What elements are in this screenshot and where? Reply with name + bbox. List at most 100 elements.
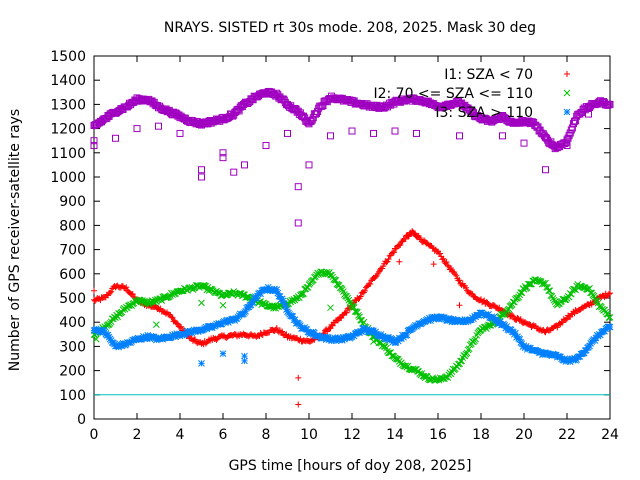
data-point bbox=[503, 323, 511, 330]
data-point bbox=[501, 321, 509, 329]
data-point bbox=[143, 335, 151, 343]
data-point bbox=[601, 327, 608, 335]
data-point bbox=[548, 292, 556, 300]
outlier-point bbox=[198, 359, 205, 367]
data-point bbox=[331, 334, 339, 342]
data-point bbox=[274, 289, 282, 297]
data-point bbox=[520, 342, 528, 349]
data-point bbox=[496, 318, 504, 326]
x-tick-label: 4 bbox=[176, 427, 185, 443]
y-tick-label: 300 bbox=[59, 339, 86, 355]
outlier-point bbox=[219, 350, 227, 358]
data-point bbox=[385, 334, 392, 341]
data-point bbox=[562, 316, 569, 323]
data-point bbox=[606, 314, 614, 321]
data-point bbox=[283, 306, 290, 313]
data-point bbox=[144, 331, 152, 339]
series-layer bbox=[90, 87, 614, 408]
data-point bbox=[509, 328, 517, 336]
x-tick-label: 22 bbox=[558, 427, 576, 443]
data-point bbox=[357, 293, 364, 300]
outlier-point bbox=[133, 125, 141, 133]
outlier-point bbox=[90, 137, 98, 145]
outlier-point bbox=[327, 304, 334, 312]
data-point bbox=[372, 328, 380, 336]
data-point bbox=[570, 356, 577, 364]
outlier-point bbox=[284, 129, 291, 137]
data-point bbox=[313, 110, 321, 118]
data-point bbox=[509, 312, 516, 319]
outlier-point bbox=[456, 132, 463, 140]
data-point bbox=[254, 292, 261, 300]
data-point bbox=[444, 262, 451, 269]
data-point bbox=[469, 338, 476, 345]
data-point bbox=[159, 335, 167, 343]
data-point bbox=[279, 297, 287, 305]
y-tick-label: 1400 bbox=[50, 73, 86, 89]
outlier-point bbox=[92, 335, 100, 343]
outlier-point bbox=[294, 219, 302, 227]
data-point bbox=[332, 276, 340, 284]
data-point bbox=[596, 331, 604, 339]
data-point bbox=[291, 316, 299, 324]
data-point bbox=[328, 271, 335, 279]
y-tick-label: 1100 bbox=[50, 146, 86, 162]
outlier-point bbox=[241, 161, 248, 169]
data-point bbox=[361, 287, 368, 294]
data-point bbox=[593, 297, 601, 305]
x-tick-label: 8 bbox=[262, 427, 271, 443]
series-1 bbox=[90, 268, 614, 384]
outlier-point bbox=[219, 154, 227, 162]
y-tick-label: 200 bbox=[59, 364, 86, 380]
data-point bbox=[177, 287, 185, 295]
y-tick-label: 400 bbox=[59, 315, 86, 331]
outlier-point bbox=[155, 122, 162, 130]
data-point bbox=[313, 271, 320, 279]
data-point bbox=[571, 354, 578, 362]
data-point bbox=[372, 273, 379, 280]
data-point bbox=[591, 337, 599, 344]
data-point bbox=[273, 286, 281, 294]
y-tick-label: 1300 bbox=[50, 97, 86, 113]
data-point bbox=[242, 308, 249, 315]
x-tick-label: 18 bbox=[472, 427, 490, 443]
outlier-point bbox=[112, 134, 119, 142]
data-point bbox=[252, 295, 260, 302]
data-point bbox=[104, 331, 112, 339]
data-point bbox=[515, 293, 522, 301]
outlier-point bbox=[241, 352, 248, 360]
outlier-point bbox=[295, 374, 302, 381]
data-point bbox=[449, 315, 457, 323]
data-point bbox=[443, 258, 450, 265]
x-tick-label: 14 bbox=[386, 427, 404, 443]
x-tick-label: 10 bbox=[300, 427, 318, 443]
data-point bbox=[329, 322, 336, 329]
data-point bbox=[281, 302, 289, 310]
data-point bbox=[591, 294, 599, 302]
data-point bbox=[176, 332, 184, 340]
outlier-point bbox=[456, 302, 463, 309]
data-point bbox=[188, 329, 196, 337]
y-tick-label: 700 bbox=[59, 243, 86, 259]
data-point bbox=[549, 294, 557, 302]
data-point bbox=[358, 328, 366, 336]
data-point bbox=[178, 323, 185, 330]
data-point bbox=[510, 313, 517, 320]
data-point bbox=[188, 283, 196, 291]
data-point bbox=[235, 312, 243, 319]
outlier-point bbox=[348, 127, 356, 135]
data-point bbox=[437, 250, 444, 257]
data-point bbox=[338, 337, 346, 344]
data-point bbox=[493, 316, 501, 324]
data-point bbox=[389, 338, 397, 346]
outlier-point bbox=[198, 173, 205, 181]
data-point bbox=[257, 290, 264, 298]
data-point bbox=[370, 327, 377, 335]
data-point bbox=[171, 330, 178, 338]
x-tick-label: 2 bbox=[133, 427, 142, 443]
data-point bbox=[397, 241, 404, 248]
outlier-point bbox=[563, 142, 571, 150]
data-point bbox=[606, 100, 614, 108]
data-point bbox=[562, 358, 570, 365]
y-tick-label: 0 bbox=[77, 412, 86, 428]
